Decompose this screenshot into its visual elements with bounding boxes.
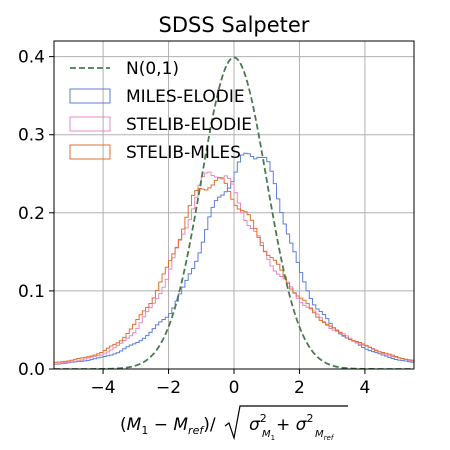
legend: N(0,1) MILES-ELODIE STELIB-ELODIE STELIB-MI… xyxy=(69,59,252,163)
x-tick-label: 0 xyxy=(229,378,240,398)
series-stelib-miles-line xyxy=(54,177,414,363)
legend-item: STELIB-MILES xyxy=(69,143,241,163)
legend-swatch-box xyxy=(69,88,111,104)
x-tick-label: 2 xyxy=(294,378,305,398)
axis-ticks: −4 −2 0 2 4 0.0 0.1 0.2 0.3 0.4 xyxy=(18,48,370,398)
y-tick-label: 0.3 xyxy=(18,126,45,146)
legend-item: MILES-ELODIE xyxy=(69,87,245,107)
legend-swatch-box xyxy=(69,144,111,160)
legend-label: N(0,1) xyxy=(126,59,179,79)
legend-label: MILES-ELODIE xyxy=(126,87,245,107)
x-axis-label-plus: + σ2 xyxy=(276,412,313,435)
legend-label: STELIB-MILES xyxy=(126,143,241,163)
legend-label: STELIB-ELODIE xyxy=(126,115,252,135)
x-tick-label: 4 xyxy=(359,378,370,398)
x-axis-label-sub1: M1 xyxy=(262,429,275,442)
y-tick-label: 0.4 xyxy=(18,48,45,68)
chart-title: SDSS Salpeter xyxy=(159,13,310,37)
x-axis-label: (M1 − Mref)/ xyxy=(120,415,216,437)
x-tick-label: −4 xyxy=(91,378,116,398)
sqrt-sign xyxy=(224,405,348,441)
x-axis-label-sub2: Mref xyxy=(315,429,335,442)
x-axis-label-sqrt: σ2 xyxy=(249,412,267,435)
y-tick-label: 0.2 xyxy=(18,204,45,224)
legend-swatch-box xyxy=(69,116,111,132)
y-tick-label: 0.0 xyxy=(18,360,45,380)
legend-item: N(0,1) xyxy=(70,59,179,79)
y-tick-label: 0.1 xyxy=(18,282,45,302)
x-tick-label: −2 xyxy=(156,378,181,398)
legend-item: STELIB-ELODIE xyxy=(69,115,252,135)
